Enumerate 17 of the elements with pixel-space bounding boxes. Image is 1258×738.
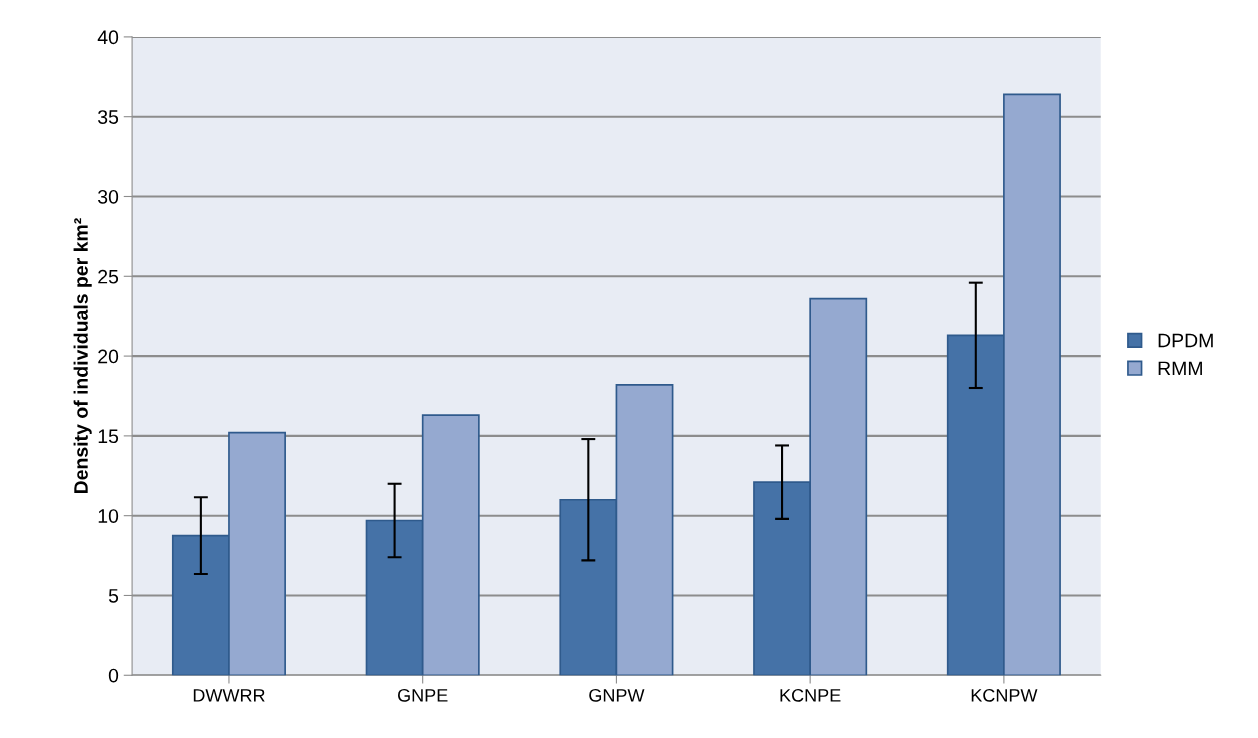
x-tick-label: GNPE [398, 688, 448, 702]
y-axis-title: Density of individuals per km² [73, 218, 92, 494]
y-tick-label: 15 [98, 429, 119, 444]
legend-label: RMM [1158, 361, 1202, 376]
y-tick-label: 30 [98, 189, 119, 204]
x-tick-label: GNPW [589, 688, 645, 702]
y-tick-label: 5 [108, 589, 119, 603]
y-tick-label: 0 [108, 668, 119, 683]
x-tick-label: KCNPW [971, 688, 1038, 702]
x-tick-label: DWWRR [193, 689, 265, 702]
legend-label: DPDM [1158, 333, 1213, 348]
y-tick-label: 40 [97, 30, 119, 45]
y-tick-label: 10 [98, 509, 119, 523]
x-tick-label: KCNPE [780, 688, 841, 702]
y-tick-label: 20 [98, 349, 119, 364]
y-tick-label: 35 [98, 110, 119, 124]
y-tick-label: 25 [98, 269, 119, 284]
